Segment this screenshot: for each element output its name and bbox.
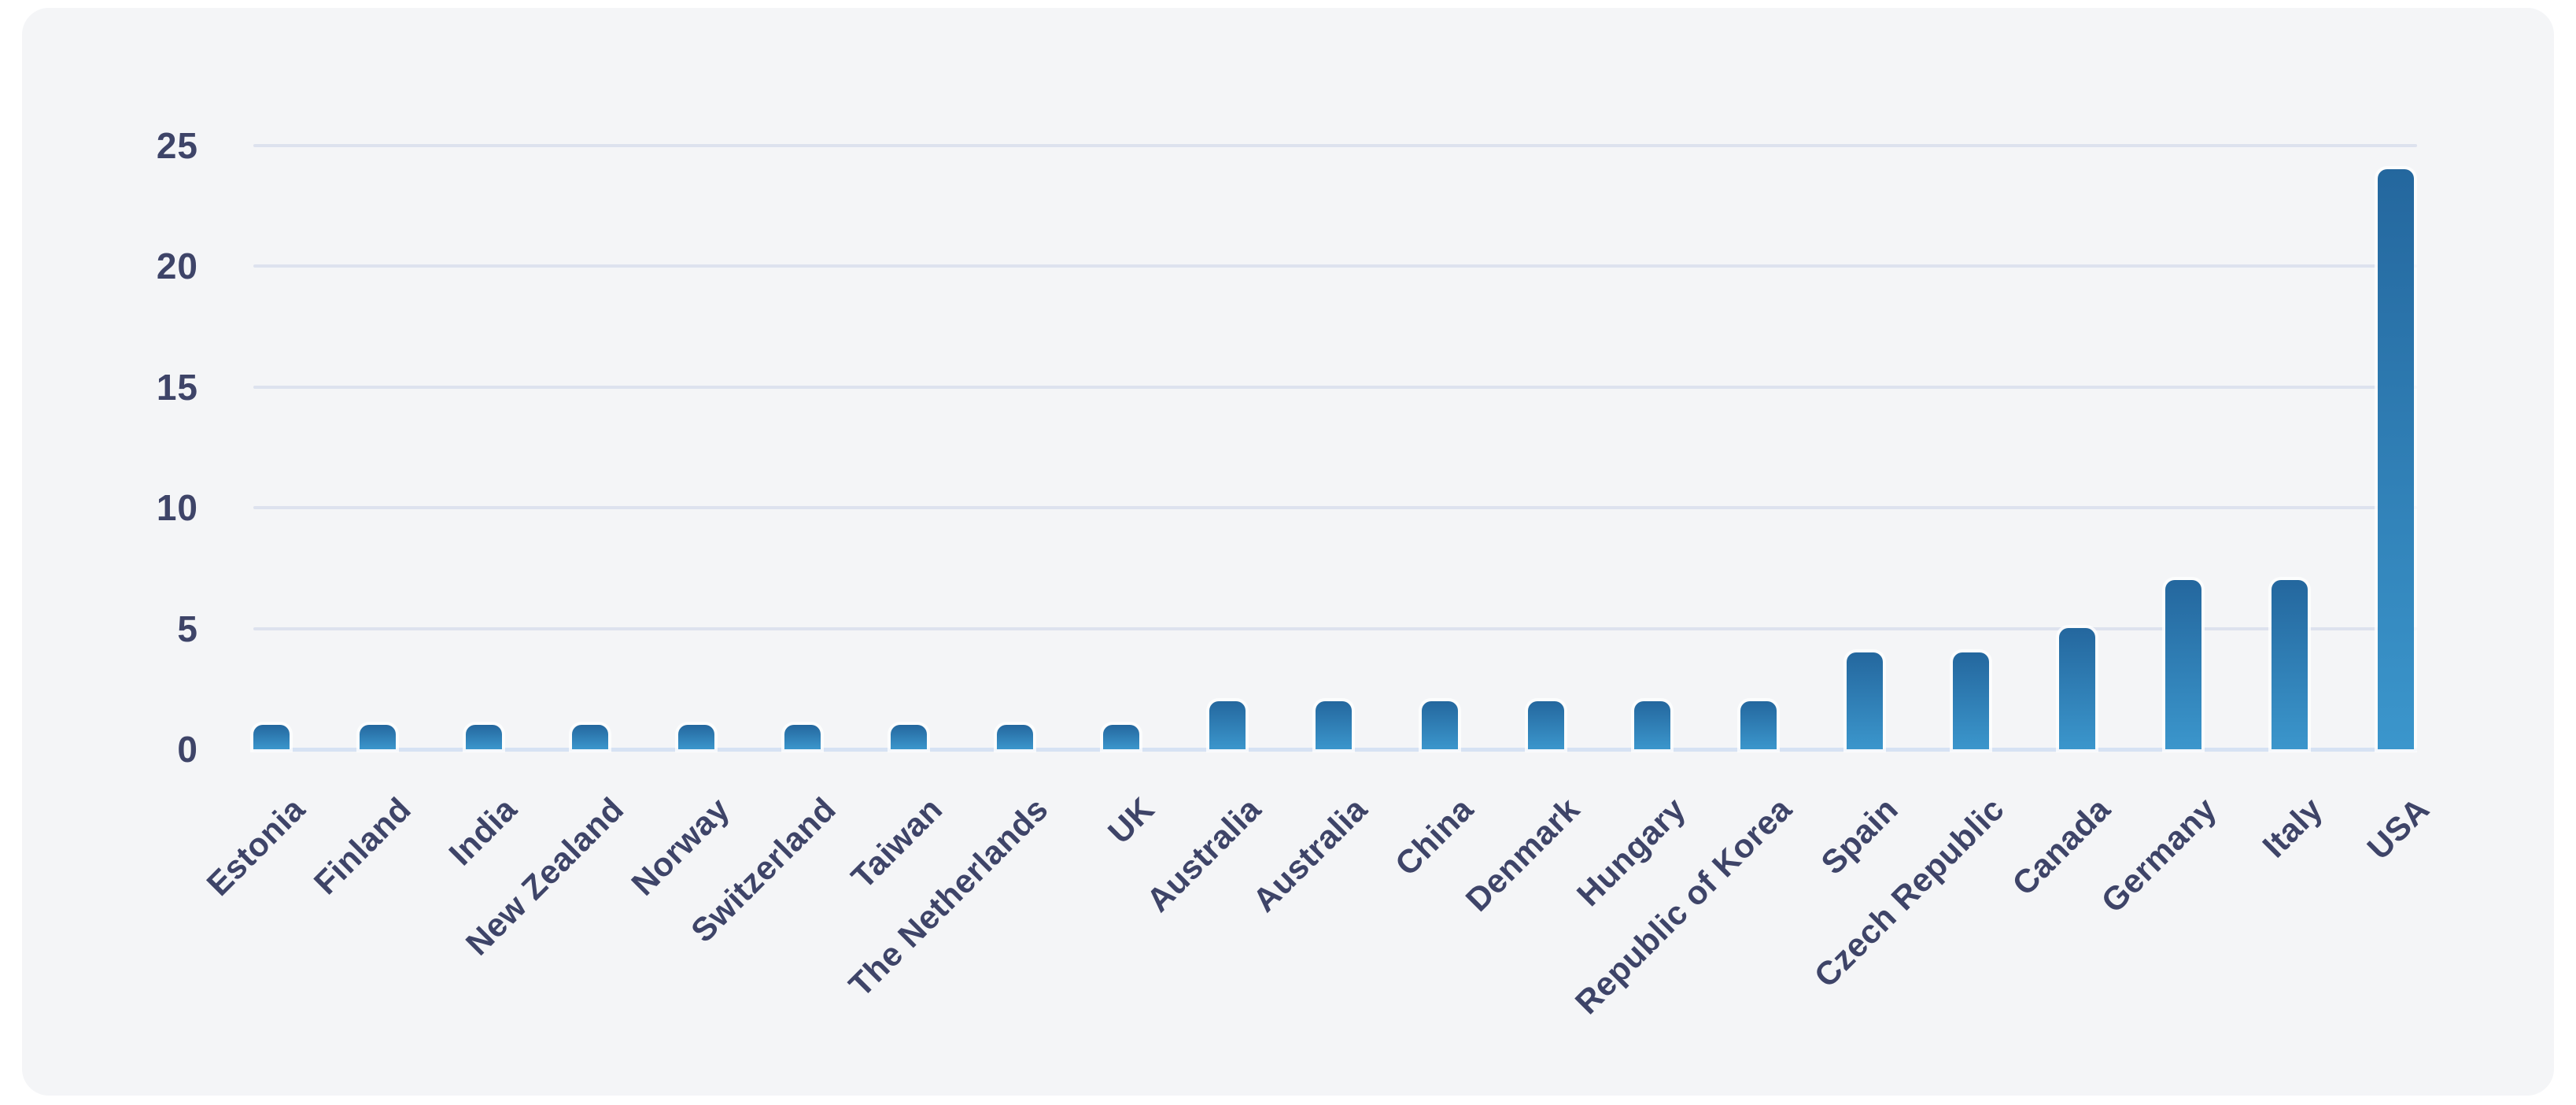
- gridline-y-25: [253, 143, 2417, 147]
- bar: [572, 725, 608, 749]
- x-axis-label: India: [441, 790, 525, 873]
- bar: [678, 725, 714, 749]
- x-axis-label: Finland: [306, 790, 419, 902]
- x-axis-label: China: [1387, 790, 1481, 883]
- bar: [360, 725, 396, 749]
- x-axis-label: Denmark: [1458, 790, 1587, 918]
- gridline-y-0: [253, 748, 2417, 752]
- bar: [2272, 580, 2308, 749]
- y-axis-tick-label: 25: [156, 124, 198, 166]
- gridline-y-15: [253, 385, 2417, 389]
- gridline-y-10: [253, 506, 2417, 509]
- bar: [1740, 701, 1777, 749]
- bar: [1528, 701, 1564, 749]
- gridline-y-20: [253, 264, 2417, 268]
- bar: [466, 725, 502, 749]
- bar: [1422, 701, 1458, 749]
- bar: [997, 725, 1033, 749]
- bar: [2378, 169, 2414, 749]
- bar: [1953, 652, 1989, 749]
- x-axis-label: Spain: [1814, 790, 1906, 881]
- x-axis-label: Germany: [2094, 790, 2224, 920]
- chart-card: [22, 8, 2554, 1096]
- bar: [2165, 580, 2201, 749]
- y-axis-tick-label: 15: [156, 366, 198, 408]
- x-axis-label: Taiwan: [843, 790, 950, 896]
- x-axis-label: Australia: [1245, 790, 1375, 919]
- x-axis-label: Italy: [2255, 790, 2331, 865]
- bar: [1209, 701, 1246, 749]
- x-axis-label: Estonia: [199, 790, 312, 903]
- bar: [1103, 725, 1139, 749]
- x-axis-label: Australia: [1139, 790, 1268, 919]
- x-axis-label: USA: [2360, 790, 2437, 867]
- y-axis-tick-label: 5: [177, 608, 198, 649]
- gridline-y-5: [253, 626, 2417, 630]
- bar: [253, 725, 290, 749]
- bar: [2059, 628, 2095, 749]
- y-axis-tick-label: 10: [156, 487, 198, 528]
- bar: [891, 725, 927, 749]
- x-axis-label: UK: [1101, 790, 1162, 851]
- bar: [1634, 701, 1670, 749]
- bar: [1316, 701, 1352, 749]
- y-axis-tick-label: 20: [156, 246, 198, 286]
- y-axis-tick-label: 0: [177, 729, 198, 770]
- bar: [784, 725, 821, 749]
- bar: [1847, 652, 1883, 749]
- x-axis-label: Czech Republic: [1807, 790, 2012, 995]
- x-axis-label: The Netherlands: [842, 790, 1056, 1004]
